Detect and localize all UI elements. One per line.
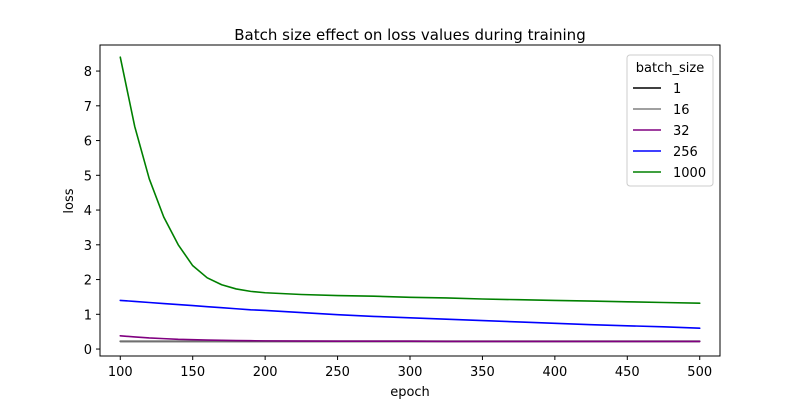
legend-title: batch_size (636, 61, 704, 76)
x-tick-label: 350 (470, 365, 495, 380)
y-tick-label: 5 (84, 169, 92, 184)
y-axis-ticks: 0 1 2 3 4 5 6 7 8 (84, 65, 100, 358)
x-tick-label: 300 (398, 365, 423, 380)
x-tick-label: 250 (325, 365, 350, 380)
series-line-256 (119, 299, 701, 330)
y-tick-label: 1 (84, 308, 92, 323)
legend-label-16: 16 (673, 103, 690, 118)
y-tick-label: 4 (84, 204, 92, 219)
series-line-1000 (119, 56, 701, 304)
y-axis-label: loss (62, 188, 77, 213)
chart-title: Batch size effect on loss values during … (234, 26, 585, 44)
legend-label-1: 1 (673, 82, 681, 97)
y-tick-label: 8 (84, 65, 92, 80)
x-tick-label: 450 (615, 365, 640, 380)
x-axis-ticks: 100 150 200 250 300 350 400 450 500 (108, 356, 712, 380)
y-tick-label: 3 (84, 239, 92, 254)
plot-lines (119, 56, 701, 343)
series-line-32 (119, 335, 701, 343)
x-axis-label: epoch (390, 385, 430, 400)
x-tick-label: 150 (180, 365, 205, 380)
y-tick-label: 7 (84, 100, 92, 115)
legend-label-1000: 1000 (673, 166, 706, 181)
x-tick-label: 100 (108, 365, 133, 380)
y-tick-label: 6 (84, 135, 92, 150)
x-tick-label: 400 (542, 365, 567, 380)
y-tick-label: 2 (84, 274, 92, 289)
x-tick-label: 500 (687, 365, 712, 380)
legend: batch_size 1 16 32 256 1000 (626, 54, 714, 187)
y-tick-label: 0 (84, 343, 92, 358)
legend-label-32: 32 (673, 124, 690, 139)
legend-label-256: 256 (673, 145, 698, 160)
legend-items: 1 16 32 256 1000 (633, 82, 706, 181)
x-tick-label: 200 (253, 365, 278, 380)
